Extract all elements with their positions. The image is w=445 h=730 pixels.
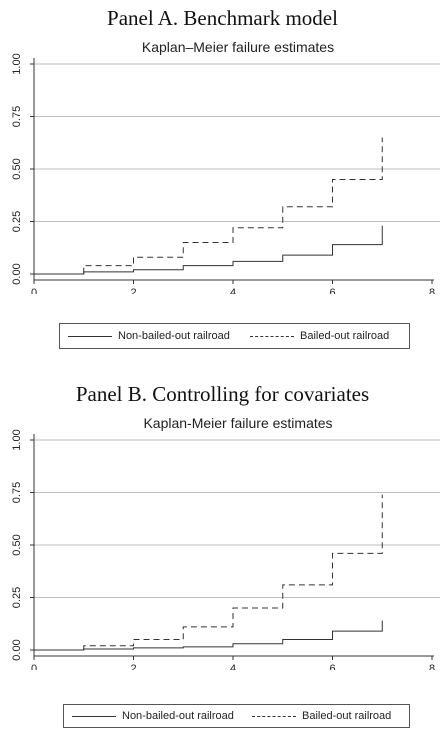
- panel-a-title: Panel A. Benchmark model: [107, 6, 338, 30]
- legend-panel-a: Non-bailed-out railroad Bailed-out railr…: [59, 323, 410, 349]
- y-tick-label: 0.50: [11, 158, 23, 179]
- y-tick-label: 0.25: [11, 211, 23, 232]
- legend-dashed-line: [250, 335, 294, 337]
- y-tick-label: 0.75: [11, 482, 23, 503]
- legend-solid-line: [72, 715, 116, 717]
- legend-item-non-bailed-out: Non-bailed-out railroad: [72, 705, 234, 727]
- x-tick-label: 6: [329, 287, 335, 294]
- legend-panel-b: Non-bailed-out railroad Bailed-out railr…: [63, 704, 410, 728]
- legend-label: Bailed-out railroad: [302, 710, 392, 722]
- legend-item-bailed-out: Bailed-out railroad: [250, 324, 389, 348]
- x-tick-label: 8: [429, 287, 435, 294]
- series-line-non-bailed-out: [34, 620, 383, 651]
- x-tick-label: 4: [230, 287, 236, 294]
- y-tick-label: 0.75: [11, 106, 23, 127]
- chart-title: Kaplan–Meier failure estimates: [142, 39, 334, 55]
- series-line-bailed-out: [34, 494, 383, 651]
- chart-panel-b: Kaplan-Meier failure estimates 0.00 0.25 0.…: [11, 415, 440, 670]
- y-tick-label: 0.25: [11, 587, 23, 608]
- x-tick-label: 2: [130, 663, 136, 670]
- chart-panel-a: Kaplan–Meier failure estimates 0.00 0.25 0.…: [11, 39, 440, 294]
- legend-solid-line: [68, 335, 112, 337]
- y-tick-label: 1.00: [11, 429, 23, 450]
- legend-item-bailed-out: Bailed-out railroad: [252, 705, 391, 727]
- legend-label: Non-bailed-out railroad: [118, 330, 230, 342]
- series-line-non-bailed-out: [34, 225, 383, 275]
- x-tick-label: 6: [329, 663, 335, 670]
- chart-title: Kaplan-Meier failure estimates: [143, 415, 332, 431]
- x-tick-label: 4: [230, 663, 236, 670]
- legend-label: Non-bailed-out railroad: [122, 710, 234, 722]
- legend-dashed-line: [252, 715, 296, 717]
- x-tick-label: 0: [31, 663, 37, 670]
- y-tick-label: 0.00: [11, 639, 23, 660]
- x-tick-label: 8: [429, 663, 435, 670]
- series-line-bailed-out: [34, 137, 383, 275]
- y-tick-label: 0.50: [11, 534, 23, 555]
- x-tick-label: 2: [130, 287, 136, 294]
- legend-item-non-bailed-out: Non-bailed-out railroad: [68, 324, 230, 348]
- y-tick-label: 0.00: [11, 263, 23, 284]
- y-tick-label: 1.00: [11, 53, 23, 74]
- panel-b-title: Panel B. Controlling for covariates: [75, 382, 370, 406]
- legend-label: Bailed-out railroad: [300, 330, 390, 342]
- x-tick-label: 0: [31, 287, 37, 294]
